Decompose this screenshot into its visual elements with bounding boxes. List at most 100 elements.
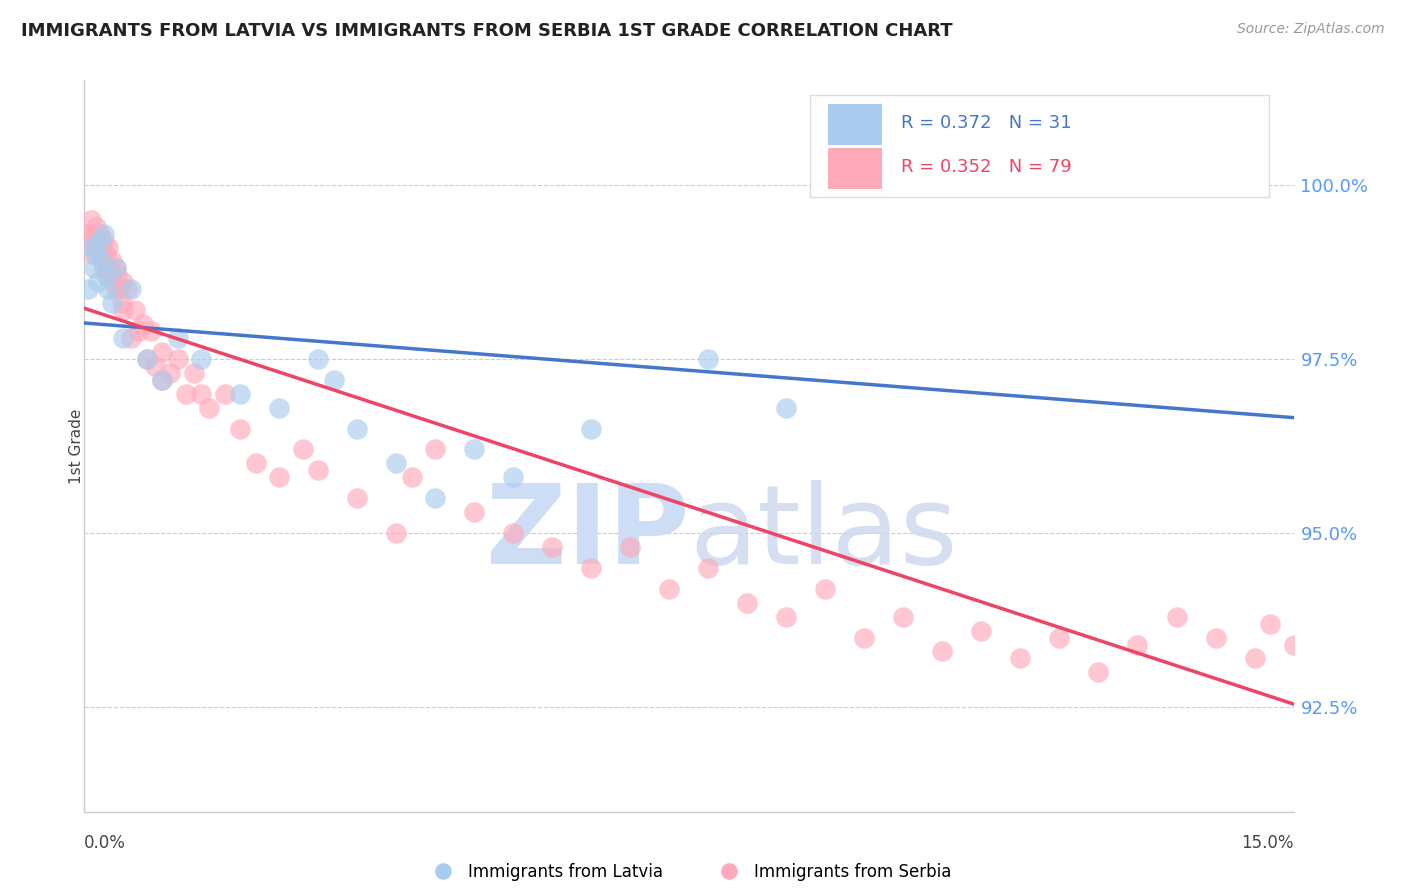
Point: [581, 421, 603, 435]
Point: [1166, 609, 1188, 624]
Y-axis label: 1st Grade: 1st Grade: [69, 409, 83, 483]
Point: [135, 351, 157, 366]
Point: [269, 470, 291, 484]
Point: [346, 491, 368, 506]
Point: [269, 401, 291, 415]
Text: R = 0.372   N = 31: R = 0.372 N = 31: [901, 113, 1071, 132]
Point: [105, 268, 128, 283]
Point: [124, 303, 146, 318]
Legend: Immigrants from Latvia, Immigrants from Serbia: Immigrants from Latvia, Immigrants from …: [419, 856, 959, 888]
Text: atlas: atlas: [689, 480, 957, 587]
Point: [111, 296, 134, 310]
Point: [229, 386, 252, 401]
Point: [167, 331, 190, 345]
Point: [307, 351, 329, 366]
Point: [128, 324, 150, 338]
Point: [425, 442, 447, 457]
Point: [814, 582, 837, 596]
Point: [1010, 651, 1032, 665]
Point: [190, 386, 212, 401]
Point: [1360, 582, 1382, 596]
Text: Source: ZipAtlas.com: Source: ZipAtlas.com: [1237, 22, 1385, 37]
Point: [425, 491, 447, 506]
Point: [96, 247, 118, 261]
Point: [104, 282, 127, 296]
Point: [112, 331, 135, 345]
Point: [190, 351, 212, 366]
Point: [853, 631, 876, 645]
Point: [104, 261, 127, 276]
Bar: [810, 95, 1270, 197]
Point: [84, 247, 107, 261]
Point: [463, 442, 485, 457]
Point: [697, 561, 720, 575]
Point: [1282, 638, 1305, 652]
Point: [93, 227, 115, 241]
Bar: [828, 148, 883, 188]
Point: [89, 247, 111, 261]
Point: [87, 234, 110, 248]
Point: [893, 609, 915, 624]
Point: [93, 261, 115, 276]
Point: [84, 240, 107, 254]
Point: [1227, 164, 1250, 178]
Point: [89, 234, 111, 248]
Point: [100, 296, 122, 310]
Point: [97, 282, 120, 296]
Point: [931, 644, 953, 658]
Point: [1306, 609, 1329, 624]
Point: [97, 261, 120, 276]
Point: [82, 240, 104, 254]
Point: [502, 470, 524, 484]
Point: [143, 359, 166, 373]
Point: [174, 386, 197, 401]
Point: [117, 282, 139, 296]
Point: [82, 234, 104, 248]
Point: [104, 261, 127, 276]
Point: [89, 227, 111, 241]
Point: [135, 351, 157, 366]
Point: [1243, 651, 1265, 665]
Point: [1126, 638, 1149, 652]
Point: [214, 386, 236, 401]
Point: [150, 373, 173, 387]
Point: [229, 421, 252, 435]
Point: [385, 526, 408, 541]
Point: [1205, 631, 1227, 645]
Text: ZIP: ZIP: [485, 480, 689, 587]
Point: [167, 351, 190, 366]
Point: [77, 282, 100, 296]
Point: [77, 227, 100, 241]
Point: [619, 540, 641, 554]
Point: [82, 247, 104, 261]
Point: [775, 401, 797, 415]
Point: [581, 561, 603, 575]
Point: [139, 324, 162, 338]
Point: [103, 275, 125, 289]
Text: 15.0%: 15.0%: [1241, 834, 1294, 852]
Point: [83, 227, 105, 241]
Point: [1322, 631, 1344, 645]
Point: [198, 401, 221, 415]
Point: [245, 457, 267, 471]
Point: [385, 457, 408, 471]
Point: [87, 275, 110, 289]
Point: [697, 351, 720, 366]
Point: [737, 596, 759, 610]
Point: [183, 366, 205, 380]
Point: [84, 219, 107, 234]
Point: [108, 282, 131, 296]
Point: [112, 275, 135, 289]
Text: 0.0%: 0.0%: [84, 834, 127, 852]
Point: [541, 540, 564, 554]
Point: [658, 582, 681, 596]
Text: R = 0.352   N = 79: R = 0.352 N = 79: [901, 158, 1071, 176]
Point: [291, 442, 314, 457]
Point: [307, 463, 329, 477]
Point: [98, 268, 121, 283]
Point: [112, 303, 135, 318]
Text: IMMIGRANTS FROM LATVIA VS IMMIGRANTS FROM SERBIA 1ST GRADE CORRELATION CHART: IMMIGRANTS FROM LATVIA VS IMMIGRANTS FRO…: [21, 22, 953, 40]
Point: [96, 268, 118, 283]
Point: [90, 254, 112, 268]
Point: [97, 240, 120, 254]
